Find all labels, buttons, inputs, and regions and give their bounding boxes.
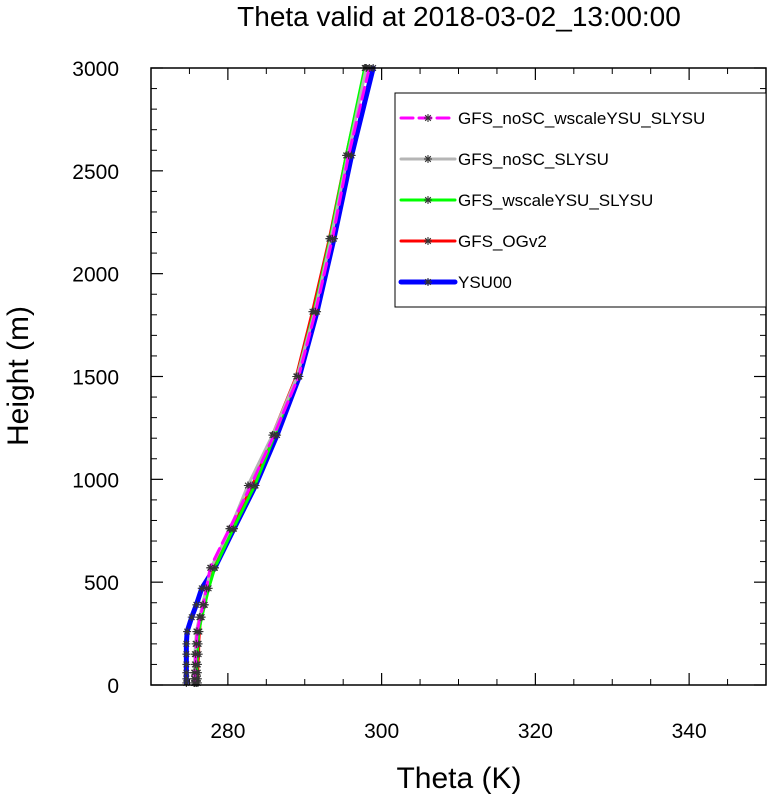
data-point [311,307,320,316]
data-point [270,431,278,440]
legend-box [394,92,767,308]
y-axis-label: Height (m) [2,306,35,446]
data-point [344,151,353,160]
data-point [424,196,432,204]
data-point [424,278,432,286]
data-point [328,234,337,243]
tick-labels: 280 300 320 340 0 500 1000 1500 2000 2500 3000 [72,58,706,743]
data-point [182,668,191,677]
data-point [206,563,215,572]
legend-label: YSU00 [458,273,512,292]
data-point [197,584,206,593]
data-point [182,660,191,669]
data-point [183,627,192,636]
series-1 [190,64,374,687]
series-line [196,66,367,685]
legend-item: GFS_noSC_SLYSU [399,150,609,169]
legend-label: GFS_noSC_wscaleYSU_SLYSU [458,109,705,128]
y-tick-label: 2000 [72,264,119,287]
data-point [182,639,191,648]
data-point [196,613,205,622]
y-tick-label: 0 [107,675,119,698]
data-point [246,481,255,490]
data-point [191,650,200,659]
data-point [190,674,199,683]
x-tick-label: 300 [364,720,399,743]
series-3 [192,64,369,687]
series-line [194,66,367,685]
y-tick-label: 500 [84,572,119,595]
chart-title: Theta valid at 2018-03-02_13:00:00 [237,1,681,32]
data-point [191,660,200,669]
legend-item: YSU00 [398,273,512,292]
plot-area [182,64,378,687]
series-line [193,66,371,685]
data-point [225,524,234,533]
y-tick-label: 3000 [72,58,119,81]
x-axis-label: Theta (K) [396,762,521,795]
series-line [192,66,368,685]
data-point [202,584,211,593]
series-4 [193,64,370,687]
data-point [190,668,199,677]
plot-frame [150,67,767,686]
data-point [193,627,202,636]
data-point [199,600,208,609]
data-point [190,678,199,687]
legend-label: GFS_OGv2 [458,232,547,251]
data-point [182,678,191,687]
data-point [424,155,432,163]
data-point [192,600,201,609]
legend-label: GFS_noSC_SLYSU [458,150,609,169]
legend-item: GFS_wscaleYSU_SLYSU [399,191,653,210]
y-tick-label: 1000 [72,469,119,492]
legend-item: GFS_OGv2 [399,232,547,251]
x-tick-label: 340 [672,720,707,743]
legend-label: GFS_wscaleYSU_SLYSU [458,191,653,210]
legend-item: GFS_noSC_wscaleYSU_SLYSU [399,109,705,128]
data-point [187,613,196,622]
series-2 [190,64,371,687]
data-point [424,237,432,245]
data-point [294,372,303,381]
legend: GFS_noSC_wscaleYSU_SLYSU GFS_noSC_SLYSU GF… [394,92,767,308]
x-tick-label: 320 [518,720,553,743]
data-point [192,639,201,648]
data-point [182,650,191,659]
x-tick-label: 280 [210,720,245,743]
y-tick-label: 1500 [72,367,119,390]
y-tick-label: 2500 [72,161,119,184]
data-point [182,674,191,683]
data-point [424,114,432,122]
